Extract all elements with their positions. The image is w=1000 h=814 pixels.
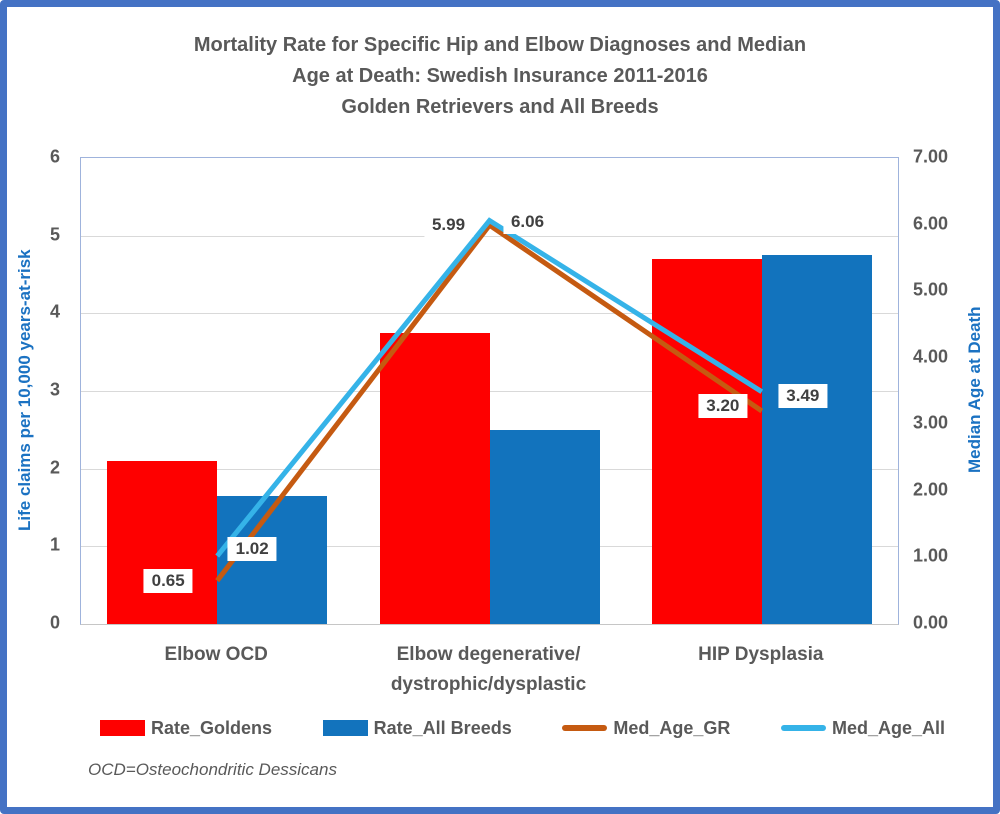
legend: Rate_Goldens Rate_All Breeds Med_Age_GR Med… bbox=[100, 712, 945, 744]
plot-area: 0.65 5.99 3.20 1.02 6.06 3.49 bbox=[80, 157, 899, 625]
legend-label-med-age-gr: Med_Age_GR bbox=[613, 717, 731, 738]
data-label-med-age-all-3: 3.49 bbox=[778, 383, 828, 408]
legend-item-med-age-gr: Med_Age_GR bbox=[562, 718, 730, 739]
tick-label-2: 2 bbox=[49, 457, 60, 478]
left-axis-tick-labels: 6 5 4 3 2 1 0 bbox=[0, 147, 68, 633]
gridline-5 bbox=[81, 235, 898, 237]
chart-title: Mortality Rate for Specific Hip and Elbo… bbox=[0, 30, 1000, 123]
med-age-all-line bbox=[215, 217, 764, 558]
tick-label-0: 0 bbox=[49, 612, 60, 633]
right-axis-tick-labels: 7.00 6.00 5.00 4.00 3.00 2.00 1.00 0.00 bbox=[905, 147, 975, 633]
median-age-lines bbox=[215, 217, 764, 583]
legend-swatch-rate-goldens bbox=[100, 720, 145, 736]
data-label-med-age-all-1: 1.02 bbox=[227, 537, 277, 562]
chart-title-line-1: Mortality Rate for Specific Hip and Elbo… bbox=[193, 34, 807, 56]
category-label-elbow-ocd: Elbow OCD bbox=[164, 644, 268, 665]
tick-label-1: 1 bbox=[49, 534, 60, 555]
bar-rate-goldens-hip-dysplasia bbox=[651, 258, 762, 624]
tick-label-0.00: 0.00 bbox=[913, 612, 949, 633]
tick-label-3.00: 3.00 bbox=[913, 412, 949, 433]
med-age-gr-line bbox=[215, 221, 764, 583]
tick-label-3: 3 bbox=[49, 379, 60, 400]
tick-label-2.00: 2.00 bbox=[913, 479, 949, 500]
tick-label-1.00: 1.00 bbox=[913, 545, 949, 566]
bar-rate-all-breeds-elbow-degenerative- bbox=[489, 429, 600, 624]
gridline-3 bbox=[81, 391, 898, 392]
chart-title-line-2: Age at Death: Swedish Insurance 2011-201… bbox=[292, 65, 708, 87]
category-label-hip-dysplasia: HIP Dysplasia bbox=[698, 644, 824, 665]
tick-label-6.00: 6.00 bbox=[913, 213, 949, 234]
tick-label-5.00: 5.00 bbox=[913, 279, 949, 300]
legend-item-rate-goldens: Rate_Goldens bbox=[100, 718, 272, 739]
bar-rate-goldens-elbow-degenerative- bbox=[379, 332, 490, 624]
legend-label-rate-all-breeds: Rate_All Breeds bbox=[373, 717, 512, 738]
tick-label-4: 4 bbox=[49, 301, 60, 322]
tick-label-4.00: 4.00 bbox=[913, 346, 949, 367]
x-axis-category-labels: Elbow OCD Elbow degenerative/ dystrophic/… bbox=[80, 640, 897, 700]
legend-label-rate-goldens: Rate_Goldens bbox=[151, 717, 273, 738]
bar-rate-goldens-elbow-ocd bbox=[107, 460, 218, 624]
tick-label-7.00: 7.00 bbox=[913, 146, 949, 167]
legend-swatch-med-age-all bbox=[780, 725, 826, 731]
legend-label-med-age-all: Med_Age_All bbox=[831, 717, 945, 738]
category-label-elbow-degenerative-: Elbow degenerative/ dystrophic/dysplasti… bbox=[390, 644, 587, 695]
tick-label-5: 5 bbox=[49, 224, 60, 245]
bar-rate-all-breeds-hip-dysplasia bbox=[761, 255, 872, 624]
legend-item-rate-all-breeds: Rate_All Breeds bbox=[322, 717, 512, 739]
data-label-med-age-gr-3: 3.20 bbox=[698, 393, 748, 418]
data-label-med-age-gr-1: 0.65 bbox=[143, 568, 193, 593]
legend-swatch-rate-all-breeds bbox=[322, 720, 368, 736]
legend-swatch-med-age-gr bbox=[562, 725, 608, 731]
legend-item-med-age-all: Med_Age_All bbox=[780, 717, 945, 739]
data-label-med-age-gr-2: 5.99 bbox=[423, 213, 474, 238]
footnote: OCD=Osteochondritic Dessicans bbox=[88, 760, 337, 779]
chart-title-line-3: Golden Retrievers and All Breeds bbox=[341, 96, 659, 118]
gridline-4 bbox=[81, 313, 898, 315]
data-label-med-age-all-2: 6.06 bbox=[502, 209, 553, 234]
tick-label-6: 6 bbox=[49, 146, 60, 167]
